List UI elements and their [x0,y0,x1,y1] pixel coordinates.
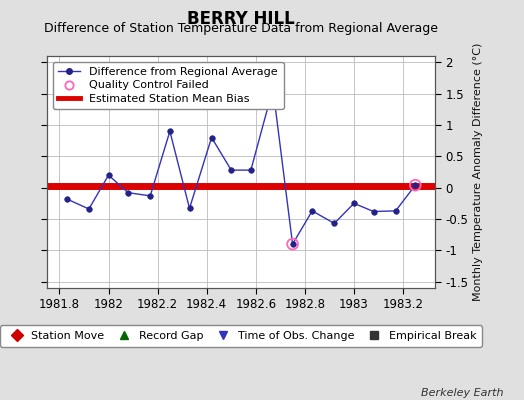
Legend: Difference from Regional Average, Quality Control Failed, Estimated Station Mean: Difference from Regional Average, Qualit… [53,62,283,109]
Y-axis label: Monthly Temperature Anomaly Difference (°C): Monthly Temperature Anomaly Difference (… [473,43,483,301]
Text: Berkeley Earth: Berkeley Earth [421,388,503,398]
Legend: Station Move, Record Gap, Time of Obs. Change, Empirical Break: Station Move, Record Gap, Time of Obs. C… [0,326,482,346]
Text: BERRY HILL: BERRY HILL [187,10,295,28]
Text: Difference of Station Temperature Data from Regional Average: Difference of Station Temperature Data f… [44,22,438,35]
Point [411,182,420,188]
Point [269,86,277,92]
Point [288,241,297,247]
